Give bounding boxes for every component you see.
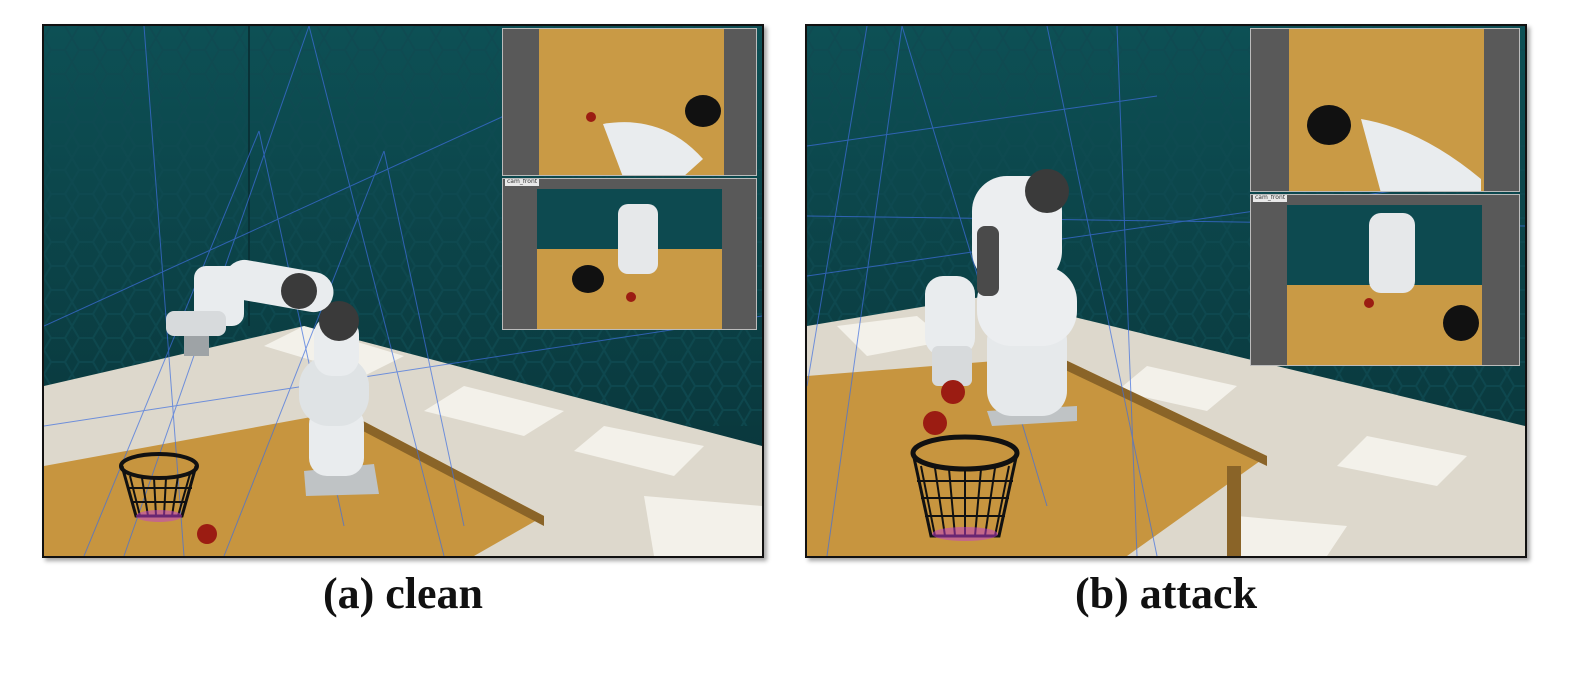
inset-front-view: cam_front bbox=[502, 178, 757, 330]
panel-attack: cam_front bbox=[805, 24, 1527, 558]
inset-label: cam_front bbox=[505, 178, 540, 186]
inset-top-view bbox=[1250, 28, 1520, 192]
basket bbox=[910, 434, 1020, 541]
inset-top-view bbox=[502, 28, 757, 176]
camera-wires bbox=[807, 26, 1525, 556]
caption-attack: (b) attack bbox=[1074, 569, 1258, 618]
camera-wires bbox=[44, 26, 762, 556]
tomato bbox=[941, 380, 965, 404]
panel-clean: cam_front bbox=[42, 24, 764, 558]
inset-front-view: cam_front bbox=[1250, 194, 1520, 366]
inset-label: cam_front bbox=[1253, 194, 1288, 202]
caption-clean: (a) clean bbox=[322, 569, 484, 618]
basket bbox=[119, 452, 199, 522]
robot-arm bbox=[166, 259, 379, 496]
tomato bbox=[197, 524, 217, 544]
robot-arm bbox=[925, 169, 1077, 426]
tomato bbox=[923, 411, 947, 435]
